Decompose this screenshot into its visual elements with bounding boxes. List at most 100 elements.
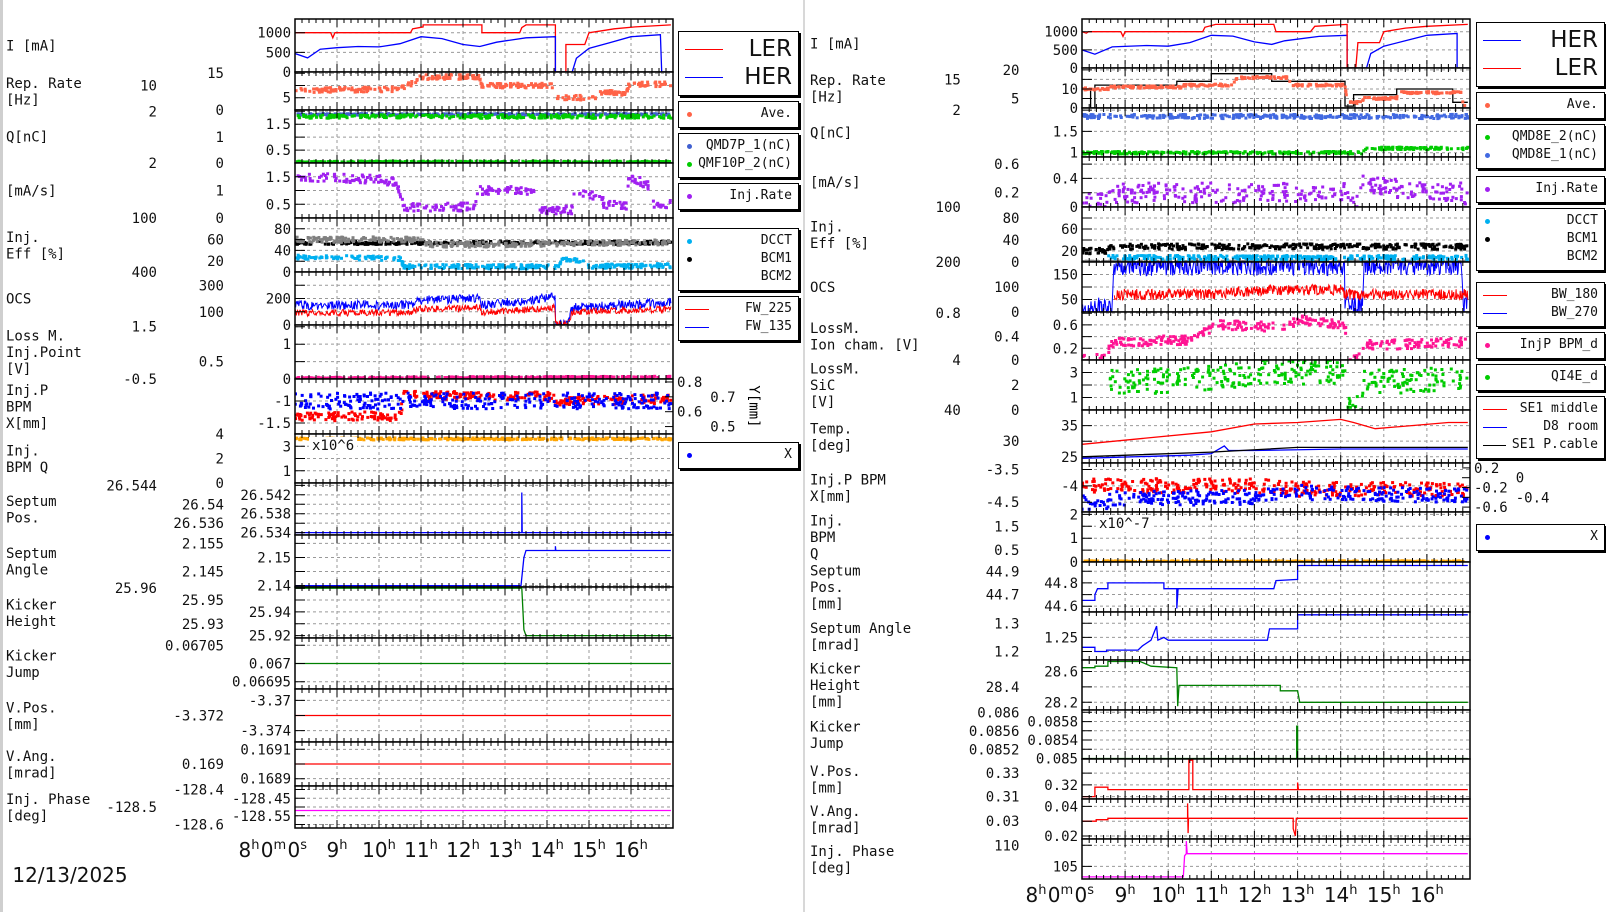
y-tick-label: 0: [216, 156, 224, 172]
dcct-point: [568, 259, 572, 263]
series-point: [380, 414, 384, 418]
series-point: [390, 159, 394, 163]
ave-point: [531, 85, 535, 89]
series-point: [431, 160, 435, 163]
dcct-point: [490, 264, 493, 268]
bcm2-point: [593, 241, 597, 244]
series-point: [448, 393, 452, 397]
x-point: [592, 392, 596, 396]
y-tick-label: 2: [216, 452, 224, 468]
series-point: [600, 375, 604, 379]
bcm2-point: [629, 241, 633, 245]
dcct-point: [633, 263, 637, 267]
y-tick-label: 26.536: [173, 516, 224, 532]
y-tick-label: 2: [149, 104, 157, 120]
ave-point: [1449, 91, 1453, 95]
dcct-point: [652, 264, 656, 268]
qmd8e-1-nc-point: [1289, 113, 1293, 117]
qmd8e-1-nc-point: [1107, 115, 1110, 119]
series-point: [565, 402, 569, 406]
series-point: [465, 376, 469, 379]
inj-rate-point: [582, 189, 586, 193]
series-point: [336, 414, 340, 418]
ave-point: [365, 86, 369, 90]
inj-rate-point: [354, 178, 358, 181]
series-point: [425, 392, 429, 396]
bcm1-point: [446, 241, 450, 245]
qmd8e-1-nc-point: [1420, 116, 1424, 120]
qmd8e-1-nc-point: [1436, 113, 1439, 117]
inj-rate-point: [552, 208, 556, 212]
qmf10p-2-nc-point: [570, 116, 574, 120]
panel-i-ma: I [mA]: [6, 18, 674, 73]
y-tick-label: 2.145: [182, 565, 224, 581]
bcm2-point: [656, 243, 660, 246]
ave-point: [435, 75, 439, 79]
qmd8e-1-nc-point: [1183, 116, 1187, 120]
series-point: [558, 403, 562, 407]
qmf10p-2-nc-point: [497, 116, 501, 120]
dcct-point: [375, 255, 378, 259]
series-point: [594, 398, 598, 401]
ave-point: [593, 96, 597, 100]
inj-rate-point: [461, 204, 465, 208]
bcm1-point: [376, 242, 380, 246]
inj-rate-point: [622, 201, 626, 205]
bcm2-point: [400, 238, 403, 242]
series-point: [331, 376, 335, 379]
series-point: [336, 411, 340, 415]
ave-point: [1251, 77, 1255, 81]
axis-ticks: [294, 378, 674, 434]
dcct-point: [537, 265, 541, 269]
dcct-point: [599, 265, 603, 269]
ave-point: [386, 87, 389, 91]
series-point: [295, 417, 298, 421]
qmd8e-1-nc-point: [1382, 116, 1386, 120]
bcm2-point: [632, 239, 636, 243]
right-chart-pane: I [mA]Rep. Rate[Hz]Q[nC][mA/s]Inj.Eff [%…: [810, 18, 1549, 907]
y-tick-label: 0: [283, 65, 291, 81]
series-point: [515, 397, 518, 401]
inj-rate-point: [446, 201, 450, 205]
series-point: [528, 437, 532, 441]
x-point: [515, 405, 519, 409]
ave-point: [522, 84, 526, 88]
qmf10p-2-nc-point: [631, 113, 635, 117]
series-point: [460, 438, 464, 442]
inj-rate-point: [639, 181, 643, 185]
dcct-point: [397, 255, 401, 259]
inj-rate-point: [352, 179, 356, 183]
x-point: [366, 404, 370, 407]
ave-point: [476, 73, 480, 77]
ave-point: [1340, 83, 1344, 87]
series-point: [543, 395, 547, 399]
ave-point: [325, 86, 329, 90]
series-point: [577, 398, 581, 402]
x-point: [611, 403, 615, 407]
bcm1-point: [614, 242, 618, 246]
x-point: [544, 398, 548, 402]
x-point: [430, 392, 434, 396]
series-point: [649, 400, 653, 404]
inj-rate-point: [364, 178, 368, 182]
ave-point: [644, 84, 648, 87]
series-point: [366, 436, 369, 440]
dcct-point: [617, 263, 621, 267]
series-point: [376, 418, 380, 422]
bcm1-point: [515, 241, 519, 245]
bcm2-point: [475, 241, 479, 245]
x-point: [641, 396, 645, 400]
x-point: [379, 392, 383, 396]
ave-point: [498, 84, 502, 88]
series-point: [653, 374, 657, 378]
inj-rate-point: [584, 190, 588, 194]
qmd8e-1-nc-point: [1181, 113, 1185, 116]
qmd7p-1-nc-point: [353, 112, 357, 116]
inj-rate-point: [620, 203, 624, 207]
bcm2-point: [519, 243, 523, 247]
qmf10p-2-nc-point: [662, 116, 666, 120]
dcct-point: [465, 266, 469, 270]
dcct-point: [441, 263, 445, 267]
x-point: [455, 406, 459, 410]
ave-point: [1291, 84, 1295, 88]
